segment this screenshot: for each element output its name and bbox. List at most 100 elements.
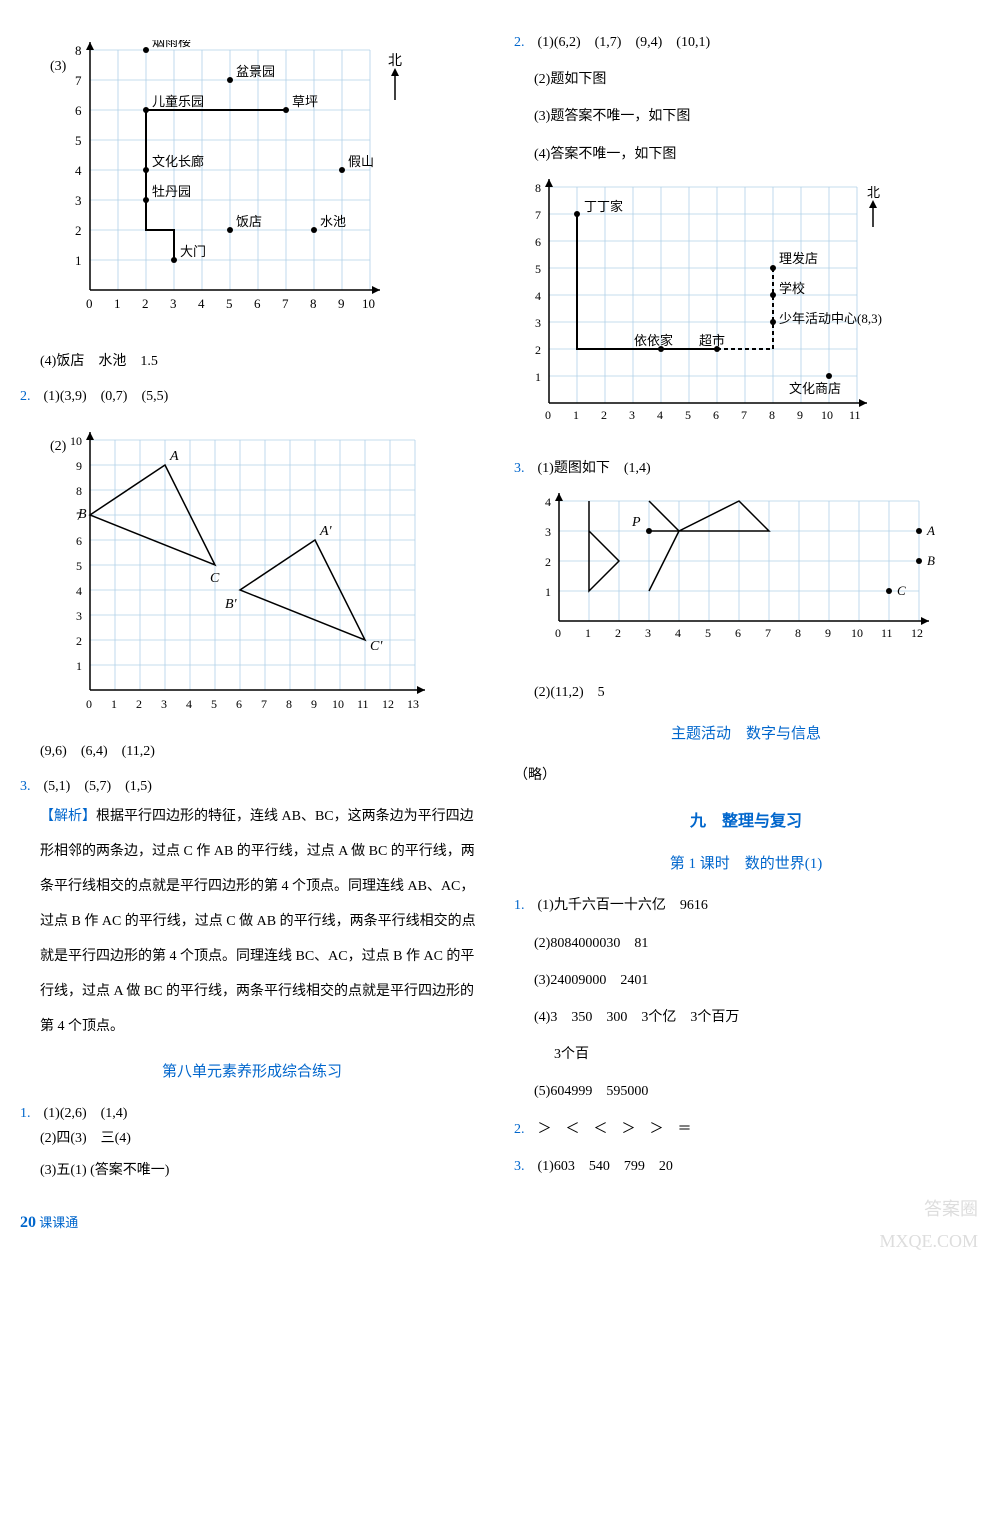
svg-text:B': B' bbox=[225, 597, 238, 612]
svg-text:3: 3 bbox=[76, 609, 82, 623]
svg-text:8: 8 bbox=[76, 484, 82, 498]
svg-text:9: 9 bbox=[338, 296, 345, 311]
svg-text:1: 1 bbox=[111, 697, 117, 711]
graph-3-container: 01234567891011 12345678 北 丁丁家 理发店 学校 少年活… bbox=[524, 177, 978, 446]
svg-text:5: 5 bbox=[75, 133, 82, 148]
ch9-q1-num: 1. bbox=[514, 893, 534, 918]
q1-part4: (4)饭店 水池 1.5 bbox=[40, 349, 484, 374]
svg-text:P: P bbox=[631, 515, 641, 530]
svg-text:牡丹园: 牡丹园 bbox=[152, 184, 191, 199]
u8-q1-part2: (2)四(3) 三(4) bbox=[40, 1126, 484, 1151]
svg-text:6: 6 bbox=[76, 534, 82, 548]
svg-text:5: 5 bbox=[685, 408, 691, 422]
svg-text:儿童乐园: 儿童乐园 bbox=[152, 94, 204, 109]
svg-text:2: 2 bbox=[601, 408, 607, 422]
graph-4-container: 0123456789101112 1234 P A B C bbox=[534, 491, 978, 670]
ch9-q2-num: 2. bbox=[514, 1117, 534, 1142]
svg-text:6: 6 bbox=[535, 235, 541, 249]
svg-text:少年活动中心(8,3): 少年活动中心(8,3) bbox=[779, 311, 882, 326]
svg-text:2: 2 bbox=[75, 223, 82, 238]
svg-text:11: 11 bbox=[849, 408, 861, 422]
analysis-text: 根据平行四边形的特征，连线 AB、BC，这两条边为平行四边形相邻的两条边，过点 … bbox=[40, 809, 476, 1034]
svg-text:8: 8 bbox=[310, 296, 317, 311]
svg-text:1: 1 bbox=[573, 408, 579, 422]
svg-text:0: 0 bbox=[545, 408, 551, 422]
ch9-q3-num: 3. bbox=[514, 1154, 534, 1179]
q2-part1: (1)(3,9) (0,7) (5,5) bbox=[44, 389, 169, 404]
svg-text:7: 7 bbox=[75, 73, 82, 88]
r-q3-part1-prefix: (1)题图如下 bbox=[538, 461, 610, 476]
svg-text:1: 1 bbox=[75, 253, 82, 268]
graph-1: (3) 012345678910 12345678 bbox=[50, 40, 410, 330]
page-footer: 20 课课通 bbox=[20, 1209, 978, 1238]
svg-text:文化商店: 文化商店 bbox=[789, 381, 841, 396]
svg-text:1: 1 bbox=[114, 296, 121, 311]
graph-1-container: (3) 012345678910 12345678 bbox=[50, 40, 484, 339]
svg-text:水池: 水池 bbox=[320, 214, 346, 229]
svg-text:12: 12 bbox=[911, 626, 923, 640]
svg-text:7: 7 bbox=[261, 697, 267, 711]
u8-q1-num: 1. bbox=[20, 1101, 40, 1126]
svg-text:10: 10 bbox=[821, 408, 833, 422]
watermark-line1: 答案圈 bbox=[879, 1193, 978, 1225]
analysis-label: 【解析】 bbox=[40, 809, 96, 824]
svg-text:2: 2 bbox=[535, 343, 541, 357]
svg-text:0: 0 bbox=[555, 626, 561, 640]
svg-text:3: 3 bbox=[75, 193, 82, 208]
svg-text:2: 2 bbox=[615, 626, 621, 640]
theme-content: （略） bbox=[514, 763, 978, 788]
q3-coords: (5,1) (5,7) (1,5) bbox=[44, 779, 152, 794]
svg-text:9: 9 bbox=[825, 626, 831, 640]
ch9-q1-part1: (1)九千六百一十六亿 9616 bbox=[538, 898, 708, 913]
r-q2-part2: (2)题如下图 bbox=[534, 67, 978, 92]
svg-text:B: B bbox=[78, 507, 87, 522]
svg-text:4: 4 bbox=[535, 289, 541, 303]
svg-text:5: 5 bbox=[705, 626, 711, 640]
svg-text:A: A bbox=[169, 449, 179, 464]
ch9-q1-part5: (5)604999 595000 bbox=[534, 1079, 978, 1104]
svg-text:3: 3 bbox=[645, 626, 651, 640]
svg-text:6: 6 bbox=[735, 626, 741, 640]
u8-q1-part3: (3)五(1) (答案不唯一) bbox=[40, 1158, 484, 1183]
svg-text:丁丁家: 丁丁家 bbox=[584, 199, 623, 214]
svg-text:9: 9 bbox=[311, 697, 317, 711]
svg-text:8: 8 bbox=[535, 181, 541, 195]
svg-text:10: 10 bbox=[332, 697, 344, 711]
svg-text:学校: 学校 bbox=[779, 281, 805, 296]
svg-text:2: 2 bbox=[136, 697, 142, 711]
svg-text:文化长廊: 文化长廊 bbox=[152, 154, 204, 169]
graph-4: 0123456789101112 1234 P A B C bbox=[534, 491, 964, 661]
svg-text:5: 5 bbox=[535, 262, 541, 276]
svg-text:A': A' bbox=[319, 524, 333, 539]
svg-text:6: 6 bbox=[236, 697, 242, 711]
svg-text:烟雨楼: 烟雨楼 bbox=[152, 40, 191, 49]
svg-text:7: 7 bbox=[282, 296, 289, 311]
svg-text:3: 3 bbox=[161, 697, 167, 711]
svg-text:4: 4 bbox=[186, 697, 192, 711]
svg-text:0: 0 bbox=[86, 296, 93, 311]
svg-text:10: 10 bbox=[362, 296, 375, 311]
svg-text:1: 1 bbox=[535, 370, 541, 384]
svg-text:7: 7 bbox=[741, 408, 747, 422]
book-name: 课课通 bbox=[39, 1215, 78, 1230]
r-q3-part1-coord: (1,4) bbox=[624, 461, 651, 476]
svg-text:3: 3 bbox=[170, 296, 177, 311]
north-label: 北 bbox=[388, 53, 402, 69]
svg-text:饭店: 饭店 bbox=[236, 214, 262, 229]
svg-text:C: C bbox=[210, 571, 220, 586]
q2-num: 2. bbox=[20, 384, 40, 409]
svg-text:11: 11 bbox=[357, 697, 369, 711]
svg-text:依依家: 依依家 bbox=[634, 333, 673, 348]
svg-text:大门: 大门 bbox=[180, 244, 206, 259]
svg-text:2: 2 bbox=[76, 634, 82, 648]
ch9-q2-content: ＞ ＜ ＜ ＞ ＞ ＝ bbox=[538, 1122, 692, 1137]
unit8-title: 第八单元素养形成综合练习 bbox=[20, 1059, 484, 1086]
svg-text:8: 8 bbox=[75, 43, 82, 58]
watermark-line2: MXQE.COM bbox=[879, 1225, 978, 1257]
svg-text:6: 6 bbox=[75, 103, 82, 118]
svg-text:8: 8 bbox=[795, 626, 801, 640]
graph2-prefix: (2) bbox=[50, 439, 67, 454]
u8-q1-part1: (1)(2,6) (1,4) bbox=[44, 1106, 128, 1121]
svg-text:9: 9 bbox=[797, 408, 803, 422]
svg-text:6: 6 bbox=[254, 296, 261, 311]
